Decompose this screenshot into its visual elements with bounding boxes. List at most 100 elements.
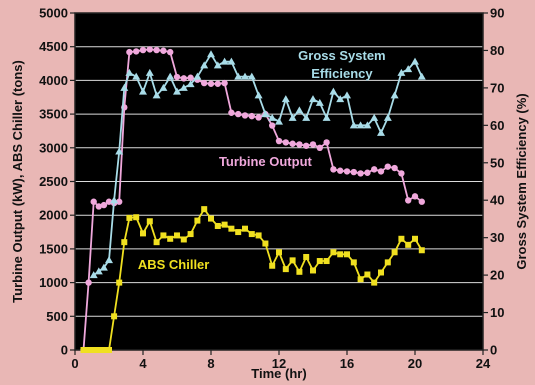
data-point-abs-chiller (310, 267, 316, 274)
data-point-turbine-output (371, 166, 378, 173)
data-point-turbine-output (116, 198, 123, 205)
data-point-abs-chiller (405, 241, 412, 248)
data-point-turbine-output (296, 141, 303, 148)
y-left-tick-label: 3000 (39, 140, 68, 155)
data-point-abs-chiller (111, 313, 118, 320)
data-point-abs-chiller (418, 247, 425, 254)
data-point-gross-system-efficiency (336, 95, 345, 103)
data-point-abs-chiller (116, 279, 123, 286)
data-point-turbine-output (405, 197, 412, 204)
data-point-turbine-output (100, 201, 108, 209)
data-point-gross-system-efficiency (110, 196, 119, 204)
data-point-abs-chiller (201, 206, 208, 213)
data-point-turbine-output (95, 203, 103, 210)
y-right-tick-label: 0 (490, 343, 497, 358)
data-point-turbine-output (309, 141, 317, 148)
data-point-abs-chiller (371, 279, 378, 286)
data-point-turbine-output (153, 46, 160, 54)
data-point-turbine-output (160, 47, 167, 54)
data-point-gross-system-efficiency (179, 83, 188, 91)
data-point-abs-chiller (235, 229, 242, 236)
data-point-abs-chiller (276, 249, 282, 256)
data-point-gross-system-efficiency (132, 72, 141, 80)
y-left-tick-label: 4000 (39, 73, 68, 88)
y-left-tick-label: 500 (46, 309, 68, 324)
data-point-abs-chiller (214, 222, 221, 229)
data-point-abs-chiller (282, 266, 289, 273)
data-point-turbine-output (337, 167, 344, 174)
data-point-turbine-output (146, 46, 153, 53)
data-point-gross-system-efficiency (213, 61, 222, 69)
data-point-gross-system-efficiency (281, 95, 290, 103)
data-point-abs-chiller (160, 232, 167, 239)
data-point-turbine-output (391, 164, 398, 172)
data-point-abs-chiller (344, 251, 350, 258)
data-point-abs-chiller (221, 221, 228, 228)
annotation-abs-chiller: ABS Chiller (138, 257, 210, 272)
data-point-gross-system-efficiency (349, 121, 358, 129)
y-left-tick-label: 3500 (39, 107, 68, 122)
data-point-gross-system-efficiency (329, 87, 338, 95)
data-point-turbine-output (90, 198, 97, 205)
y-right-tick-label: 40 (490, 193, 504, 208)
y-right-tick-label: 10 (490, 305, 504, 320)
series-group (80, 46, 426, 354)
y-right-tick-label: 90 (490, 6, 504, 21)
data-point-turbine-output (275, 137, 283, 145)
data-point-turbine-output (214, 80, 221, 87)
data-point-turbine-output (187, 74, 194, 81)
data-point-gross-system-efficiency (343, 91, 351, 99)
x-tick-label: 0 (71, 356, 78, 371)
data-point-abs-chiller (350, 259, 357, 266)
data-point-turbine-output (235, 110, 242, 118)
data-point-turbine-output (350, 168, 357, 176)
data-point-gross-system-efficiency (322, 113, 331, 121)
data-point-turbine-output (255, 114, 262, 121)
data-point-gross-system-efficiency (275, 117, 283, 125)
data-point-gross-system-efficiency (363, 121, 372, 129)
data-point-abs-chiller (208, 215, 214, 222)
data-point-gross-system-efficiency (94, 267, 103, 275)
data-point-abs-chiller (140, 230, 146, 237)
data-point-turbine-output (241, 112, 249, 119)
data-point-gross-system-efficiency (397, 68, 406, 76)
data-point-abs-chiller (398, 235, 405, 242)
data-point-gross-system-efficiency (145, 68, 154, 76)
data-point-gross-system-efficiency (411, 57, 419, 65)
data-point-gross-system-efficiency (288, 113, 297, 121)
data-point-turbine-output (323, 139, 330, 146)
data-point-gross-system-efficiency (315, 98, 324, 106)
data-point-abs-chiller (255, 232, 262, 239)
data-point-turbine-output (384, 163, 391, 170)
data-point-abs-chiller (95, 347, 102, 353)
x-tick-labels: 0 4 8 12 16 20 24 (71, 356, 491, 371)
data-point-abs-chiller (337, 251, 344, 258)
data-point-abs-chiller (106, 347, 112, 353)
y-right-tick-label: 50 (490, 155, 504, 170)
data-point-abs-chiller (85, 347, 92, 353)
data-point-gross-system-efficiency (377, 128, 385, 136)
data-point-abs-chiller (323, 258, 330, 265)
data-point-abs-chiller (330, 249, 337, 256)
data-point-turbine-output (398, 170, 405, 177)
data-point-gross-system-efficiency (227, 57, 236, 65)
data-point-gross-system-efficiency (234, 72, 243, 80)
axes (70, 12, 488, 355)
x-axis-title: Time (hr) (251, 366, 306, 381)
data-point-abs-chiller (296, 268, 303, 275)
data-point-gross-system-efficiency (404, 65, 413, 73)
data-point-gross-system-efficiency (261, 110, 270, 118)
data-point-gross-system-efficiency (370, 113, 379, 121)
data-point-abs-chiller (303, 253, 310, 260)
y-left-tick-label: 2000 (39, 208, 68, 223)
data-point-gross-system-efficiency (390, 91, 399, 99)
data-point-gross-system-efficiency (152, 91, 161, 99)
data-point-turbine-output (221, 79, 228, 87)
data-point-abs-chiller (412, 235, 418, 242)
y-left-tick-label: 5000 (39, 6, 68, 21)
x-tick-label: 24 (476, 356, 491, 371)
y-right-tick-label: 70 (490, 80, 504, 95)
data-point-turbine-output (282, 139, 289, 146)
annotation-turbine-output: Turbine Output (219, 154, 313, 169)
data-point-turbine-output (180, 75, 187, 82)
